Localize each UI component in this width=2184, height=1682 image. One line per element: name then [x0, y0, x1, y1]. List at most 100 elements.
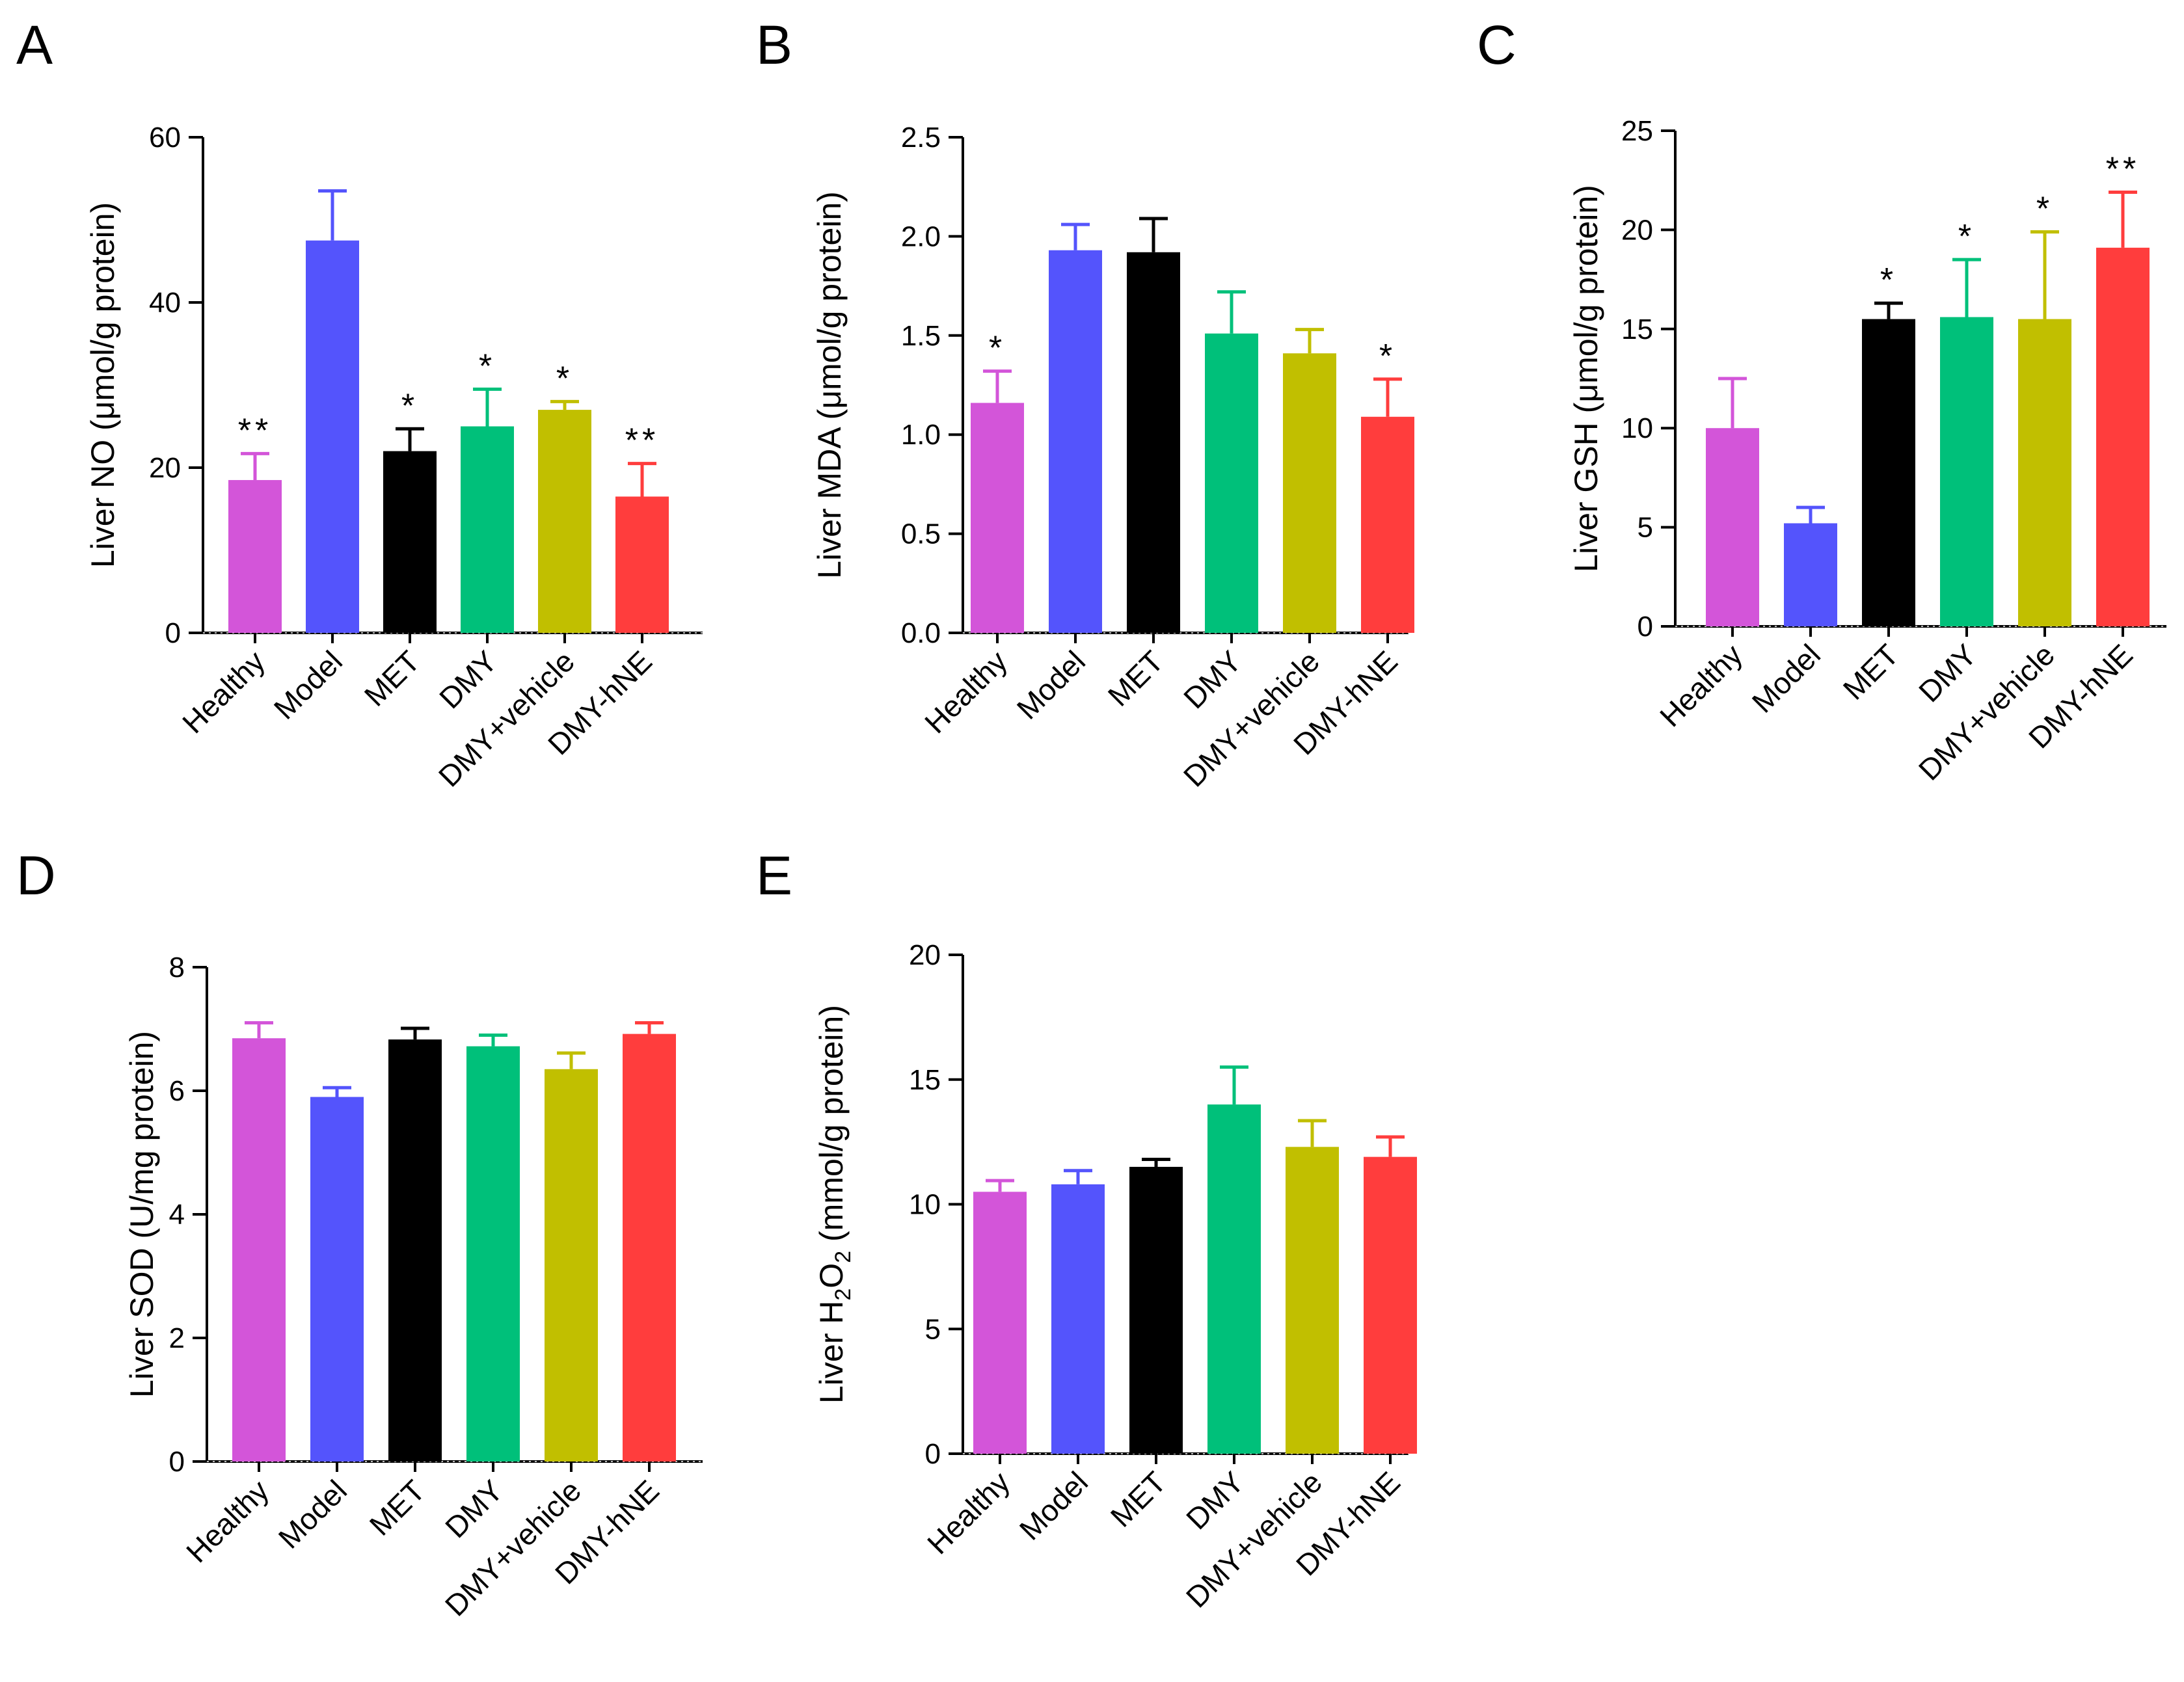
y-tick-label: 6 [169, 1075, 185, 1107]
bar-model [1784, 523, 1837, 626]
y-tick-label: 0.0 [901, 617, 941, 649]
significance-label: * [2036, 190, 2053, 228]
chart-panel-d: D 0 2 4 6 8 Liver SOD (U/mg protein) HealthyMod… [16, 845, 703, 1623]
bar-healthy [1706, 428, 1759, 626]
category-label: Healthy [176, 644, 271, 740]
bar-dmy-hne [1361, 416, 1414, 633]
y-tick-label: 10 [909, 1189, 941, 1221]
bar-met [383, 451, 437, 633]
y-tick-label: 8 [169, 952, 185, 983]
bar-dmy [1205, 333, 1258, 633]
significance-label: ** [625, 422, 659, 460]
significance-label: * [479, 347, 496, 385]
y-tick-label: 5 [925, 1313, 941, 1345]
y-axis-title: Liver GSH (μmol/g protein) [1568, 185, 1604, 572]
category-label: DMY+vehicle [432, 644, 581, 793]
bar-dmy-vehicle [545, 1069, 598, 1462]
bar-healthy [228, 480, 282, 633]
y-axis-title: Liver SOD (U/mg protein) [124, 1031, 160, 1398]
y-tick-label: 4 [169, 1199, 185, 1231]
significance-label: * [1958, 218, 1975, 256]
category-label: Model [1013, 1465, 1094, 1546]
y-axis-title-part: 2 [831, 1251, 856, 1263]
category-label: DMY+vehicle [1912, 637, 2061, 786]
y-tick-label: 0 [925, 1438, 941, 1470]
significance-label: ** [238, 412, 272, 449]
significance-label: * [989, 330, 1006, 367]
significance-label: * [556, 360, 573, 397]
y-tick-label: 25 [1621, 115, 1653, 147]
bar-dmy-vehicle [1283, 353, 1336, 633]
bar-dmy-vehicle [2018, 319, 2071, 626]
category-label: MET [1101, 644, 1170, 712]
y-axis-title-part: (mmol/g protein) [813, 1005, 850, 1251]
y-tick-label: 20 [149, 452, 181, 484]
panel-letter: C [1477, 14, 1517, 75]
y-tick-label: 0 [169, 1446, 185, 1478]
category-label: MET [358, 644, 426, 712]
significance-label: * [1880, 261, 1897, 299]
bar-met [1129, 1166, 1183, 1454]
category-label: Healthy [1653, 637, 1749, 733]
bar-model [306, 240, 359, 633]
bar-dmy-hne [623, 1034, 676, 1462]
chart-panel-c: C 0 5 10 15 20 25 Liver GSH (μmol/g protein) Hea… [1477, 14, 2166, 787]
bar-dmy-vehicle [538, 410, 591, 633]
y-axis-title-part: O [813, 1263, 850, 1288]
y-tick-label: 40 [149, 287, 181, 319]
bar-dmy-hne [1364, 1156, 1417, 1454]
panel-letter: A [16, 14, 53, 75]
bar-dmy [1207, 1104, 1261, 1454]
category-label: MET [1837, 637, 1905, 706]
panel-letter: E [756, 845, 792, 906]
y-tick-label: 0 [1638, 611, 1653, 643]
category-label: Model [267, 644, 349, 725]
bar-met [388, 1039, 442, 1462]
y-tick-label: 10 [1621, 412, 1653, 444]
y-tick-label: 1.0 [901, 419, 941, 451]
category-label: Healthy [918, 644, 1014, 740]
category-label: DMY [1177, 644, 1248, 715]
bar-dmy-hne [2096, 247, 2150, 626]
y-axis-title-part: Liver H [813, 1301, 850, 1404]
y-tick-label: 20 [1621, 214, 1653, 246]
category-label: DMY+vehicle [438, 1473, 587, 1622]
category-label: DMY [433, 644, 504, 715]
y-tick-label: 0 [165, 617, 181, 649]
bar-model [1051, 1184, 1105, 1454]
category-label: Healthy [921, 1465, 1016, 1560]
bar-model [310, 1097, 364, 1462]
y-axis-title: Liver H2O2 (mmol/g protein) [813, 1005, 856, 1404]
y-tick-label: 60 [149, 122, 181, 154]
bar-met [1862, 319, 1915, 626]
category-label: Model [1746, 637, 1827, 719]
bar-dmy [1940, 317, 1993, 626]
bar-model [1049, 250, 1102, 634]
bar-dmy-hne [615, 496, 669, 633]
y-tick-label: 15 [1621, 314, 1653, 345]
bar-healthy [971, 403, 1024, 633]
bar-dmy-vehicle [1286, 1147, 1339, 1454]
significance-label: ** [2106, 150, 2140, 188]
category-label: DMY [438, 1473, 509, 1544]
panel-letter: D [16, 845, 56, 906]
y-tick-label: 5 [1638, 512, 1653, 544]
bar-healthy [232, 1038, 286, 1462]
significance-label: * [1379, 338, 1396, 375]
category-label: DMY+vehicle [1177, 644, 1326, 793]
panel-letter: B [756, 14, 792, 75]
y-axis-title: Liver NO (μmol/g protein) [85, 202, 121, 568]
category-label: MET [363, 1473, 431, 1542]
significance-label: * [401, 387, 418, 425]
chart-panel-b: B 0.0 0.5 1.0 1.5 2.0 2.5 Liver MDA (μmol/g pro… [756, 14, 1414, 794]
category-label: Model [1010, 644, 1092, 725]
y-tick-label: 1.5 [901, 320, 941, 352]
y-tick-label: 15 [909, 1064, 941, 1096]
bar-healthy [973, 1192, 1027, 1454]
bar-dmy [466, 1046, 520, 1462]
y-axis-title-part: 2 [831, 1288, 856, 1301]
y-tick-label: 20 [909, 939, 941, 971]
y-axis-title: Liver MDA (μmol/g protein) [811, 191, 848, 579]
